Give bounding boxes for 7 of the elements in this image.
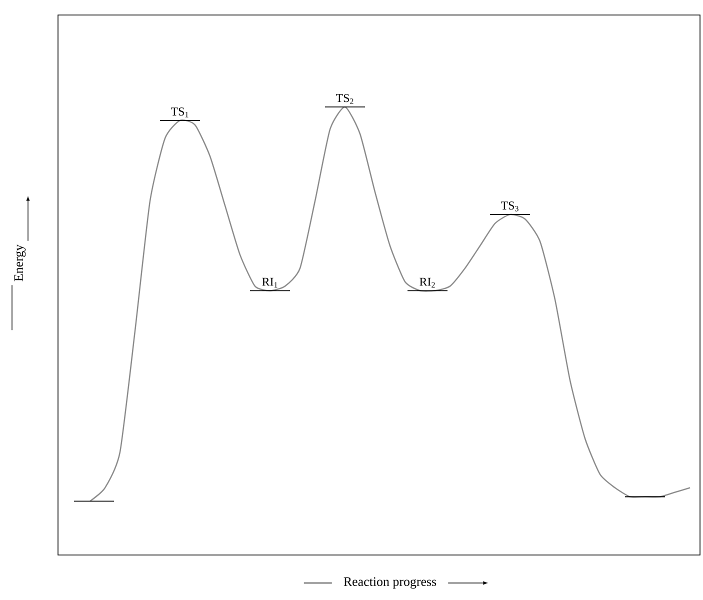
annotation: RI$_{1}$ [262,278,278,288]
annotation: TS$_{3}$ [501,202,518,212]
x-axis-title: Reaction progress [344,577,436,589]
annotation: RI$_{2}$ [420,278,435,288]
y-axis-title: Energy [14,244,26,282]
text: TS$_{2}$ [336,94,354,104]
annotation: TS$_{1}$ [171,108,188,118]
